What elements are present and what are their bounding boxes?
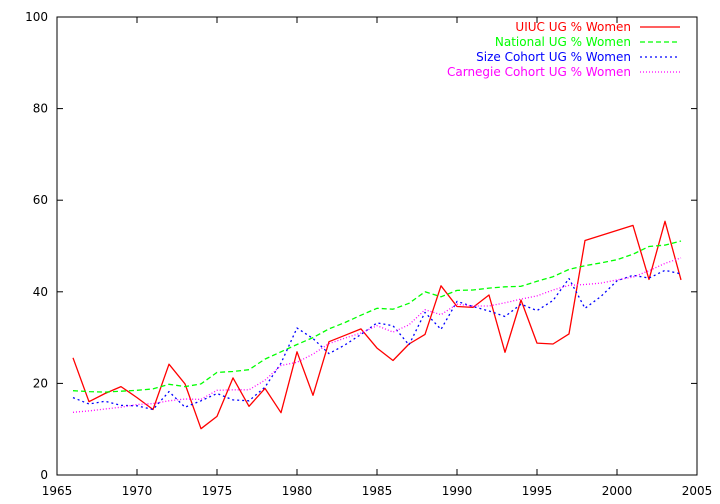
x-tick-label: 1985	[362, 484, 393, 498]
axis-ticks: 1965 1970 1975 1980 1985 1990 1995 2000 2005 0 20 4…	[25, 10, 712, 498]
plot-frame	[56, 16, 698, 476]
series-lines	[72, 220, 682, 430]
legend-label: Carnegie Cohort UG % Women	[447, 65, 631, 79]
x-tick-label: 1980	[282, 484, 313, 498]
x-tick-label: 1970	[122, 484, 153, 498]
y-tick-label: 40	[33, 285, 48, 299]
x-tick-label: 2005	[682, 484, 713, 498]
series-line-carnegie-cohort-ug-women	[72, 257, 682, 413]
y-tick-label: 60	[33, 193, 48, 207]
x-tick-label: 1975	[202, 484, 233, 498]
legend-label: National UG % Women	[495, 35, 631, 49]
series-line-national-ug-women	[72, 240, 682, 393]
legend-label: UIUC UG % Women	[515, 20, 631, 34]
x-tick-label: 1965	[42, 484, 73, 498]
y-tick-label: 20	[33, 376, 48, 390]
y-tick-label: 100	[25, 10, 48, 24]
legend-label: Size Cohort UG % Women	[476, 50, 631, 64]
y-tick-label: 0	[40, 468, 48, 482]
x-tick-label: 2000	[602, 484, 633, 498]
x-tick-label: 1995	[522, 484, 553, 498]
x-tick-label: 1990	[442, 484, 473, 498]
series-line-uiuc-ug-women	[72, 220, 682, 430]
y-tick-label: 80	[33, 102, 48, 116]
